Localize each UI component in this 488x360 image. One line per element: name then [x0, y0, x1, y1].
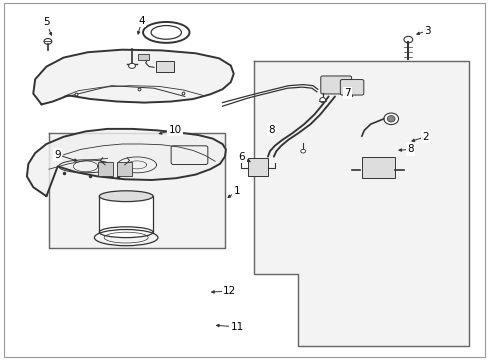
Ellipse shape: [44, 39, 52, 44]
Ellipse shape: [403, 36, 412, 43]
Text: 8: 8: [407, 144, 413, 154]
Ellipse shape: [300, 149, 305, 153]
Polygon shape: [33, 50, 233, 104]
Text: 2: 2: [421, 132, 428, 142]
Ellipse shape: [319, 98, 325, 103]
Text: 5: 5: [43, 17, 50, 27]
Text: 10: 10: [168, 125, 181, 135]
Bar: [138, 54, 148, 60]
Ellipse shape: [383, 113, 398, 125]
Bar: [361, 157, 394, 178]
Bar: [247, 158, 268, 176]
Text: 3: 3: [424, 26, 430, 36]
Text: 4: 4: [138, 16, 145, 26]
Polygon shape: [27, 129, 225, 196]
Text: 11: 11: [230, 322, 244, 332]
Text: 6: 6: [238, 152, 245, 162]
Polygon shape: [254, 61, 468, 346]
Text: 12: 12: [223, 286, 236, 296]
Bar: [99, 196, 153, 232]
Polygon shape: [49, 133, 224, 248]
Bar: [98, 162, 113, 176]
Ellipse shape: [99, 227, 153, 238]
Ellipse shape: [386, 116, 394, 122]
Bar: [117, 162, 132, 176]
FancyBboxPatch shape: [340, 80, 363, 95]
Bar: [156, 61, 173, 72]
Text: 8: 8: [267, 125, 274, 135]
FancyBboxPatch shape: [320, 76, 351, 94]
Ellipse shape: [99, 191, 153, 202]
Text: 1: 1: [233, 186, 240, 196]
Text: 7: 7: [343, 88, 350, 98]
Ellipse shape: [128, 63, 135, 68]
Text: 9: 9: [54, 150, 61, 160]
